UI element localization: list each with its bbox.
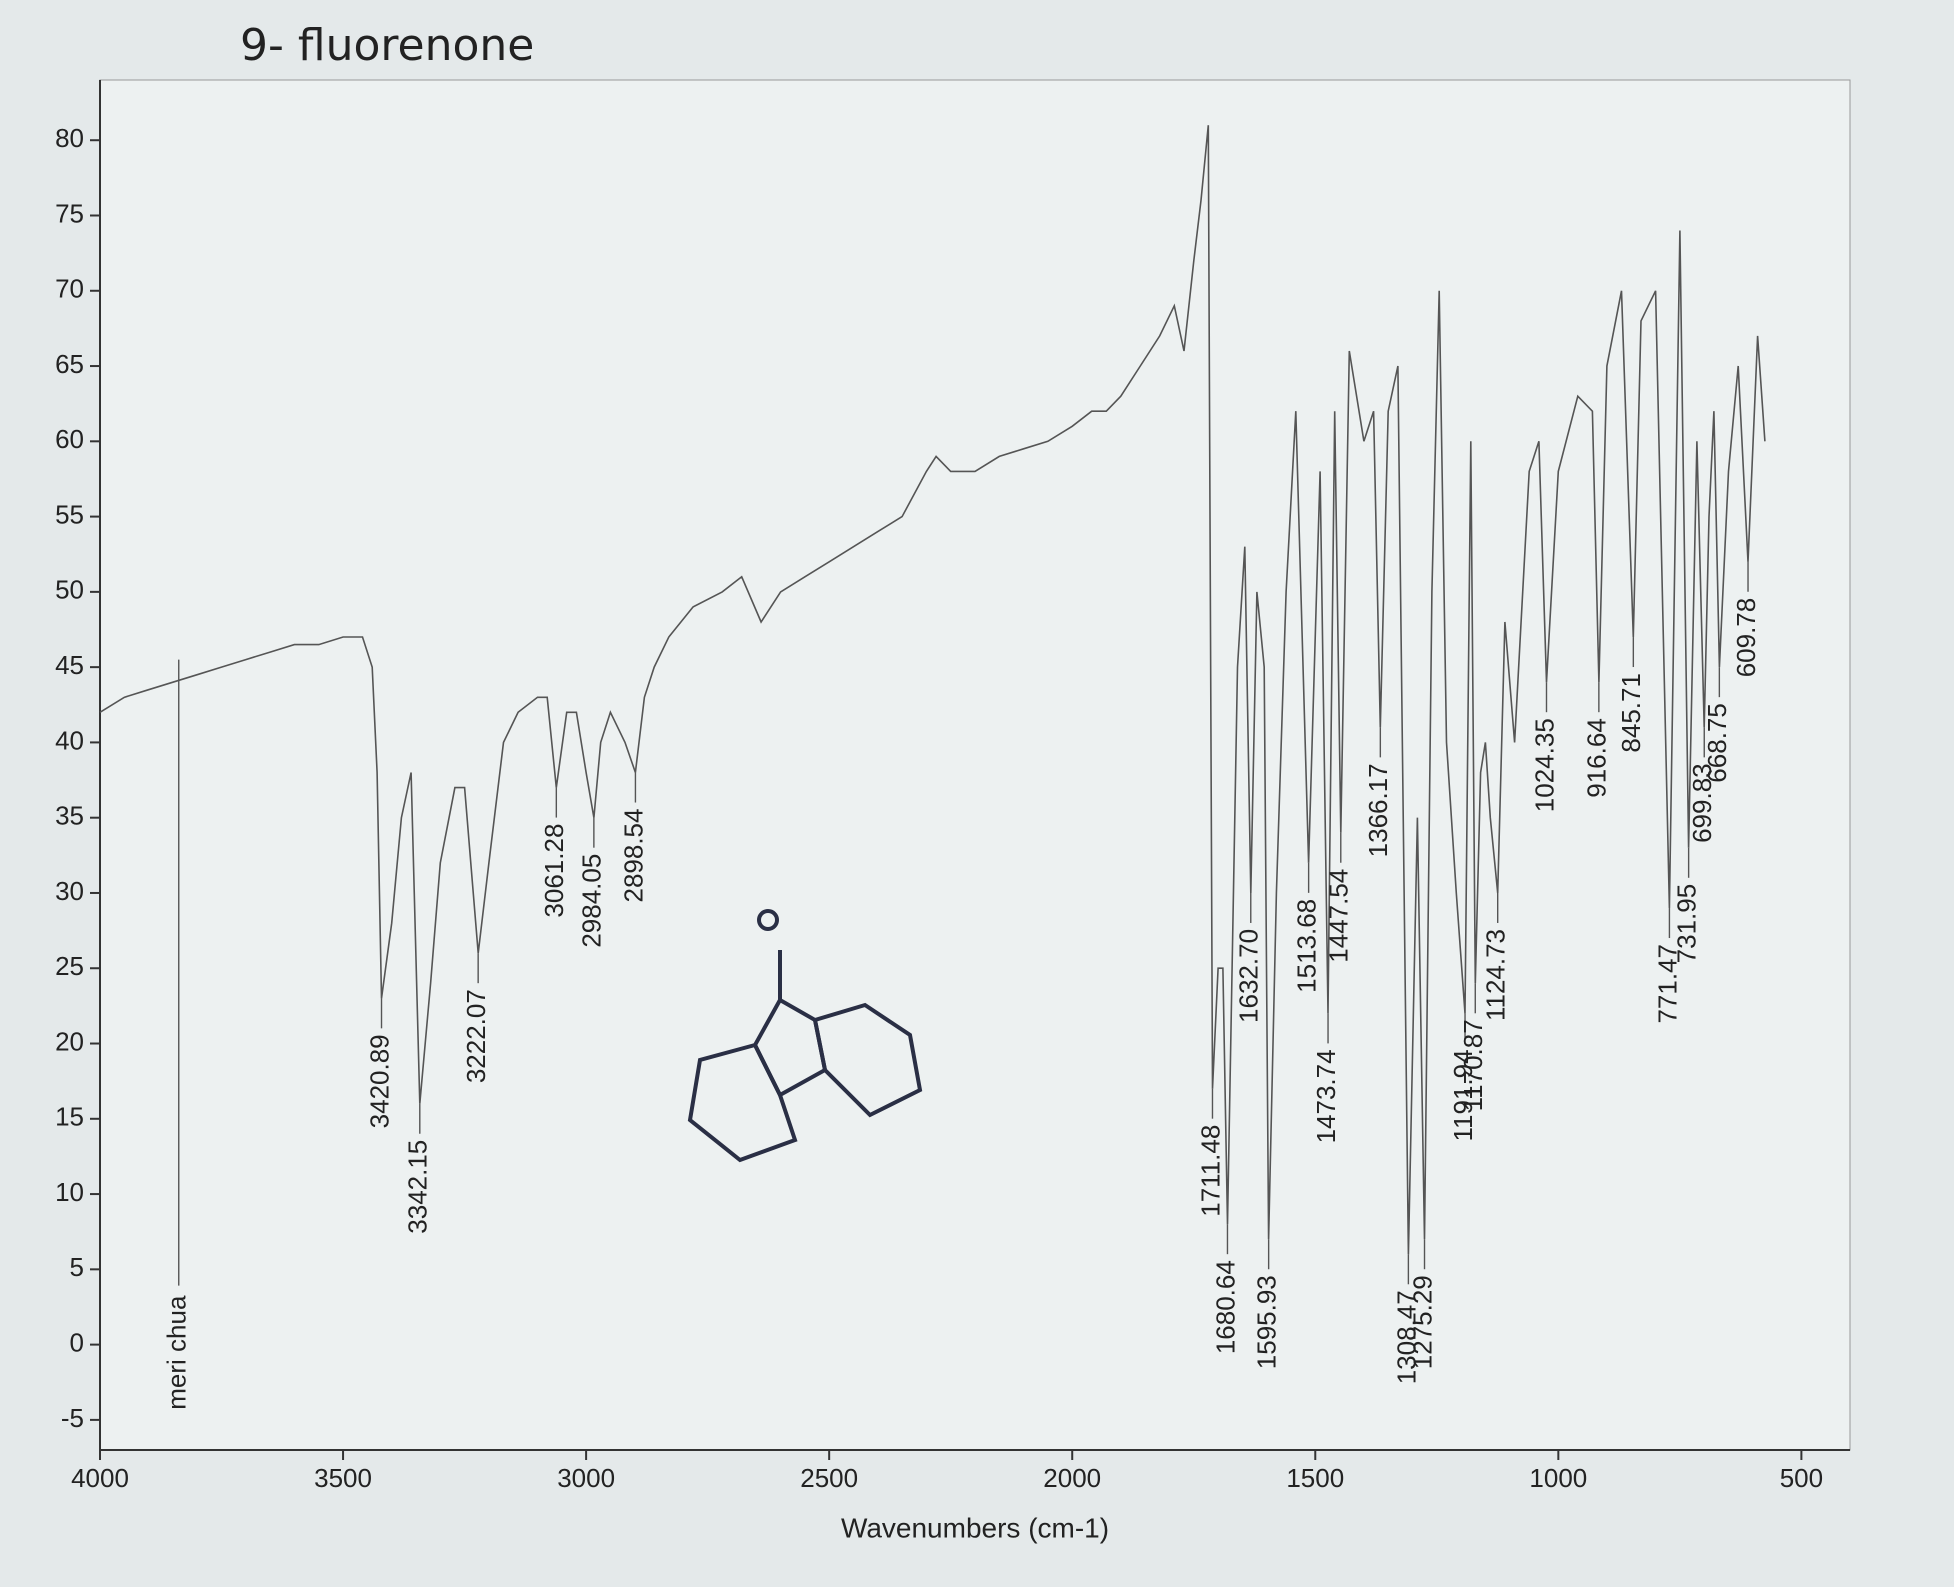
x-tick-label: 2500 [800,1463,858,1493]
peak-label: 916.64 [1582,718,1612,798]
y-tick-label: 15 [55,1102,84,1132]
y-tick-label: 75 [55,198,84,228]
peak-label: 1275.29 [1407,1275,1437,1369]
peak-label: 1308.47 [1391,1290,1421,1384]
y-tick-label: 25 [55,951,84,981]
peak-label: 1024.35 [1529,718,1559,812]
y-tick-label: 20 [55,1026,84,1056]
peak-label: 1170.87 [1458,1019,1488,1111]
peak-label: 2898.54 [618,809,648,903]
y-tick-label: -5 [61,1403,84,1433]
peak-label: 1595.93 [1252,1275,1282,1369]
y-tick-label: 5 [70,1252,84,1282]
y-tick-label: 60 [55,424,84,454]
peak-label: 668.75 [1702,703,1732,783]
peak-label: 3342.15 [403,1140,433,1234]
y-tick-label: 50 [55,575,84,605]
peak-label: 771.47 [1652,944,1682,1024]
peak-label: 1473.74 [1311,1049,1341,1143]
y-tick-label: 55 [55,499,84,529]
x-tick-label: 4000 [71,1463,129,1493]
peak-label: 1513.68 [1292,899,1322,993]
peak-label: 3061.28 [539,824,569,918]
peak-label: 1632.70 [1234,929,1264,1023]
peak-label: 1447.54 [1324,869,1354,963]
peak-label: 699.83 [1687,763,1717,843]
y-tick-label: 65 [55,349,84,379]
peak-label: 1191.94 [1448,1049,1478,1141]
y-tick-label: 10 [55,1177,84,1207]
x-tick-label: 1000 [1529,1463,1587,1493]
y-tick-label: 45 [55,650,84,680]
peak-label: 609.78 [1731,598,1761,678]
y-tick-label: 80 [55,123,84,153]
peak-label: 3222.07 [461,989,491,1083]
x-tick-label: 2000 [1043,1463,1101,1493]
plot-frame [99,79,1851,1451]
y-tick-label: 70 [55,274,84,304]
spectrum-line [99,125,1766,1255]
peak-label: 3420.89 [364,1034,394,1128]
peak-label: 2984.05 [577,854,607,948]
x-axis-label: Wavenumbers (cm-1) [841,1512,1109,1543]
x-tick-label: 500 [1780,1463,1823,1493]
x-tick-label: 3000 [557,1463,615,1493]
annotation: meri chua [162,1295,192,1410]
chart-title: 9- fluorenone [240,20,534,71]
x-tick-label: 3500 [314,1463,372,1493]
peak-label: 1680.64 [1210,1260,1240,1354]
y-tick-label: 40 [55,725,84,755]
x-tick-label: 1500 [1286,1463,1344,1493]
y-tick-label: 35 [55,801,84,831]
peak-label: 845.71 [1616,673,1646,753]
molecule-sketch [687,909,923,1163]
peak-label: 1124.73 [1481,929,1511,1021]
peak-label: 1366.17 [1363,763,1393,857]
y-tick-label: 0 [70,1327,84,1357]
y-tick-label: 30 [55,876,84,906]
peak-label: 731.95 [1672,884,1702,964]
peak-label: 1711.48 [1195,1125,1225,1217]
